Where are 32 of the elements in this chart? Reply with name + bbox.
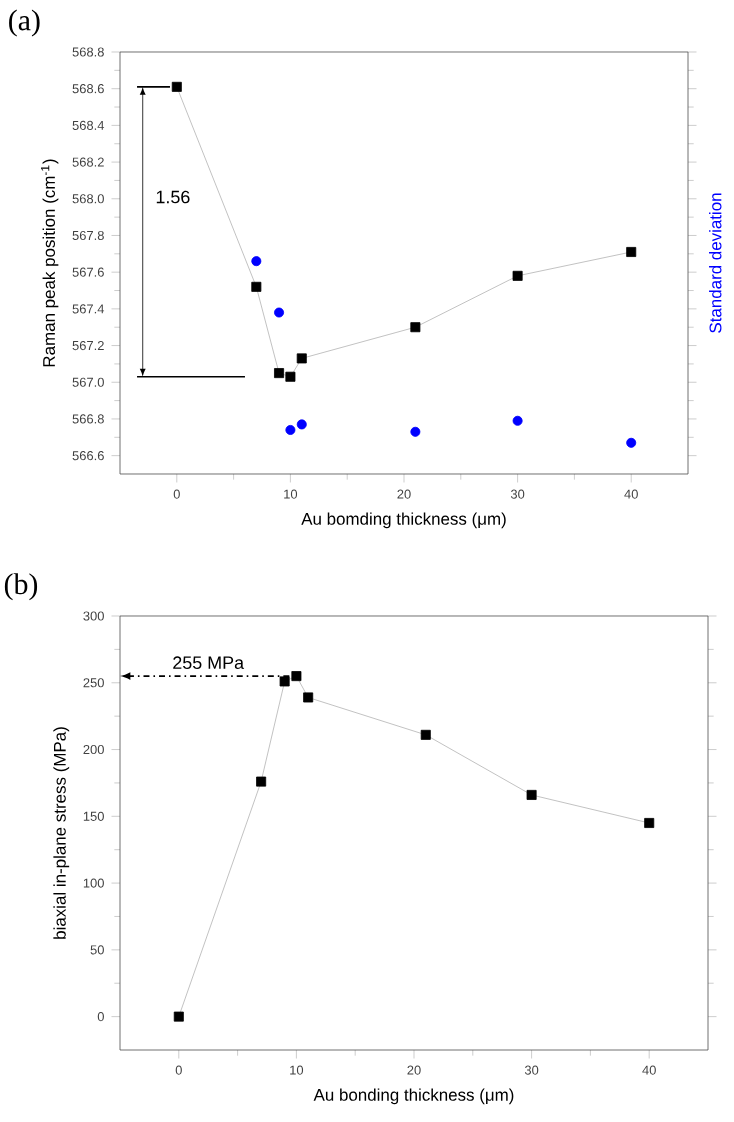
- point: [526, 789, 537, 800]
- point: [251, 281, 262, 292]
- point: [285, 424, 296, 435]
- point: [626, 437, 637, 448]
- point: [171, 81, 182, 92]
- point: [291, 671, 302, 682]
- point: [279, 676, 290, 687]
- point: [296, 353, 307, 364]
- chart-title: (b): [4, 573, 38, 601]
- point: [410, 322, 421, 333]
- point: [626, 247, 637, 257]
- point: [512, 415, 523, 426]
- y-axis-title: biaxial in-plane stress (MPa): [53, 727, 70, 939]
- point: [173, 1011, 184, 1022]
- point: [274, 307, 285, 318]
- point: [420, 729, 431, 740]
- y-axis-title: Raman peak position (cm$^{-1}$): [41, 159, 59, 367]
- x-axis-title: Au bomding thickness (μm): [301, 512, 506, 529]
- point: [285, 371, 296, 382]
- point: [512, 270, 523, 281]
- point: [274, 368, 285, 379]
- point: [644, 818, 655, 828]
- y2-axis-title: Standard deviation: [709, 193, 722, 333]
- point: [296, 419, 307, 430]
- point: [303, 692, 314, 703]
- chart-title: (a): [9, 9, 40, 37]
- annotation: 1.56: [156, 190, 190, 204]
- point: [410, 426, 421, 437]
- x-axis-title: Au bonding thickness (μm): [313, 1088, 514, 1105]
- point: [256, 776, 267, 787]
- point: [251, 256, 262, 267]
- annotation: 255 MPa: [173, 656, 245, 670]
